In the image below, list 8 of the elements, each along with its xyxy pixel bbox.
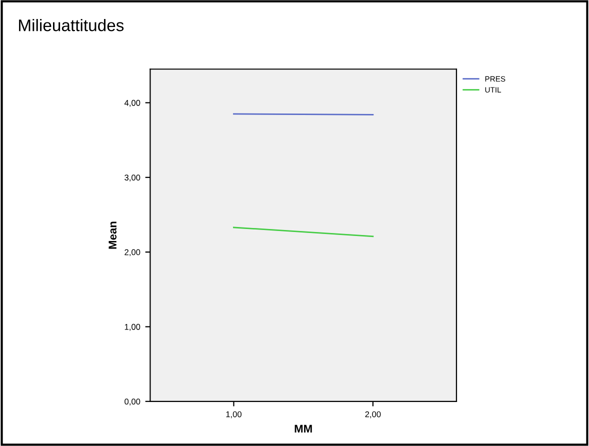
chart-title: Milieuattitudes bbox=[19, 18, 124, 32]
y-tick-label: 1,00 bbox=[124, 324, 140, 331]
x-axis-title: MM bbox=[294, 424, 312, 432]
y-tick-label: 3,00 bbox=[124, 174, 140, 182]
y-tick-label: 0,00 bbox=[124, 398, 140, 406]
y-tick-label: 2,00 bbox=[124, 249, 140, 256]
y-axis-title: Mean bbox=[108, 222, 117, 249]
y-tick-label: 4,00 bbox=[124, 100, 140, 107]
